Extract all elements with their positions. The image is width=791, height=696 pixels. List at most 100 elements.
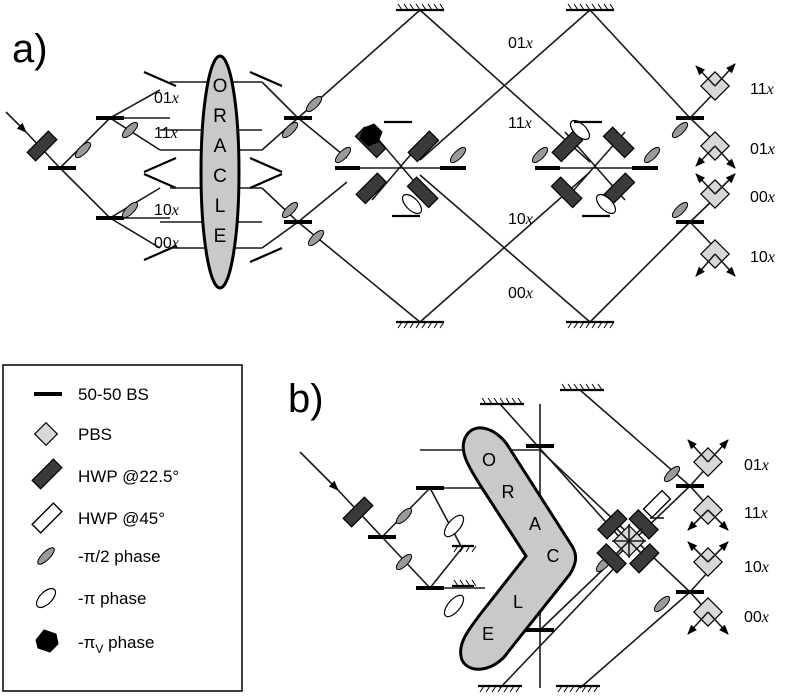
oracle-letter: E <box>214 226 227 247</box>
output-b-label-01: 01x <box>744 457 769 474</box>
mid-label-00: 00x <box>508 285 533 302</box>
half-pi-phase-icon <box>281 121 299 139</box>
oracle-mirrors-left <box>143 70 177 262</box>
output-b-label-11: 11x <box>744 505 768 522</box>
hwp-45-icon <box>31 502 63 534</box>
half-pi-phase-icon <box>531 146 549 164</box>
output-pbs-b <box>687 439 729 635</box>
panel-b: b) <box>288 377 769 693</box>
hwp-45-icon <box>642 489 672 519</box>
mirror-b-bottom-2 <box>556 684 600 693</box>
half-pi-phase-icon <box>671 201 689 219</box>
half-pi-phase-icon <box>653 595 671 613</box>
pbs-icon <box>33 421 59 447</box>
hwp-22-icon <box>407 130 440 163</box>
half-pi-phase-icon <box>121 121 139 139</box>
phase-pi-v-icon <box>359 123 383 147</box>
mirror-bottom-2 <box>566 320 615 329</box>
legend-label-half-pi: -π/2 phase <box>78 547 161 566</box>
oracle-letter: O <box>482 450 496 470</box>
phase-pi-v-icon <box>35 629 59 653</box>
output-label-10: 10x <box>750 249 775 266</box>
mirror-b-top-2 <box>560 383 604 392</box>
input-arrow-a <box>5 111 27 133</box>
half-pi-phase-icon <box>37 547 55 565</box>
output-pbs-a <box>689 63 736 277</box>
half-pi-phase-icon <box>671 121 689 139</box>
port-label-10: 10x <box>154 202 179 219</box>
interferometer-a <box>261 9 691 323</box>
half-pi-phase-icon <box>74 141 92 159</box>
hwp-22-icon <box>355 172 388 205</box>
phase-pi-icon <box>443 514 465 538</box>
hwp-22-icon <box>26 130 58 162</box>
phase-pi-icon <box>401 193 423 215</box>
output-b-label-00: 00x <box>744 609 769 626</box>
output-label-11: 11x <box>750 81 774 98</box>
panel-a: a) <box>5 3 775 329</box>
phase-pi-icon <box>443 594 465 618</box>
half-pi-phase-icon <box>307 229 325 247</box>
oracle-a <box>199 54 241 290</box>
mid-label-10: 10x <box>508 211 533 228</box>
oracle-mirrors-right <box>249 70 283 264</box>
output-label-00: 00x <box>750 189 775 206</box>
mirror-bottom-1 <box>396 320 445 329</box>
half-pi-phase-icon <box>334 146 352 164</box>
oracle-letter: C <box>213 166 227 187</box>
port-label-01: 01x <box>154 90 179 107</box>
hwp-22-icon <box>628 509 659 540</box>
port-label-00: 00x <box>154 235 179 252</box>
half-pi-phase-icon <box>663 465 681 483</box>
oracle-letter: L <box>513 592 523 612</box>
mirror-b-top-1 <box>480 397 524 406</box>
legend: 50-50 BS PBS HWP @22.5° HWP @45° -π/2 ph… <box>2 364 243 692</box>
phase-pi-icon <box>35 587 57 609</box>
oracle-letter: C <box>547 546 560 566</box>
oracle-letter: L <box>215 196 226 217</box>
panel-a-label: a) <box>12 27 48 71</box>
small-mirror-b <box>452 544 477 588</box>
half-pi-phase-icon <box>395 553 413 571</box>
hwp-22-icon <box>342 496 374 528</box>
half-pi-phase-icon <box>449 146 467 164</box>
hwp-22-icon <box>629 543 660 574</box>
mirror-top-1 <box>396 3 445 12</box>
mid-label-11: 11x <box>508 115 532 132</box>
oracle-letter: R <box>502 482 515 502</box>
phase-pi-icon <box>569 119 591 141</box>
oracle-letter: E <box>482 624 494 644</box>
hwp-22-icon <box>406 176 439 209</box>
half-pi-phase-icon <box>643 146 661 164</box>
legend-label-hwp22: HWP @22.5° <box>78 467 179 486</box>
half-pi-phase-icon <box>395 507 413 525</box>
legend-label-hwp45: HWP @45° <box>78 509 165 528</box>
panel-b-label: b) <box>288 377 324 421</box>
oracle-letter: O <box>213 76 228 97</box>
legend-label-bs: 50-50 BS <box>78 385 149 404</box>
mirror-b-bottom-1 <box>478 684 522 693</box>
input-arrow-b <box>299 451 339 491</box>
oracle-letter: A <box>529 514 541 534</box>
hwp-22-icon <box>602 126 635 159</box>
mid-label-01: 01x <box>508 35 533 52</box>
oracle-letter: R <box>213 106 227 127</box>
oracle-letter: A <box>214 136 227 157</box>
hwp-22-icon <box>31 458 63 490</box>
output-label-01: 01x <box>750 141 775 158</box>
phase-pi-icon <box>595 193 617 215</box>
port-label-11: 11x <box>154 125 178 142</box>
polarization-gadget-1 <box>354 120 440 218</box>
half-pi-phase-icon <box>305 95 323 113</box>
oracle-b <box>459 426 578 671</box>
legend-label-pi: -π phase <box>78 589 146 608</box>
polarization-gadget-2 <box>550 119 636 218</box>
half-pi-phase-icon <box>281 201 299 219</box>
legend-label-pbs: PBS <box>78 425 112 444</box>
output-b-label-10: 10x <box>744 559 769 576</box>
half-pi-phase-icon <box>121 201 139 219</box>
mirror-top-2 <box>566 3 615 12</box>
hwp-22-icon <box>550 176 583 209</box>
legend-label-pi-v: -πV phase <box>78 633 154 656</box>
